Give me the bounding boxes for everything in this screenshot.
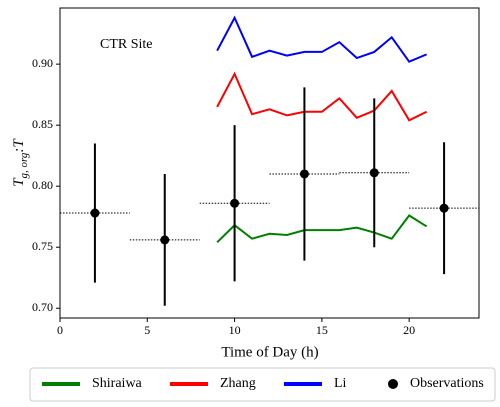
x-tick-label: 0 — [57, 323, 63, 337]
y-title-suffix: :T — [11, 138, 27, 153]
plot-frame — [59, 7, 480, 319]
series-line — [216, 214, 428, 244]
x-tick-label: 10 — [229, 323, 241, 337]
legend-label: Zhang — [220, 376, 256, 391]
observation-point — [230, 198, 240, 208]
x-axis-title: Time of Day (h) — [221, 344, 318, 360]
legend-label: Observations — [410, 376, 484, 391]
x-tick-label: 15 — [316, 323, 328, 337]
observation-point — [369, 168, 379, 178]
legend-frame — [29, 367, 496, 402]
x-tick-label: 5 — [144, 323, 150, 337]
observation-point — [90, 208, 100, 218]
y-tick-label: 0.75 — [32, 239, 53, 253]
y-tick-label: 0.70 — [32, 300, 53, 314]
y-title-main: T — [11, 177, 27, 187]
legend-swatch — [388, 379, 398, 389]
y-tick-label: 0.90 — [32, 56, 53, 70]
series-line — [216, 71, 428, 122]
observation-point — [439, 203, 449, 213]
annotation: CTR Site — [100, 37, 153, 52]
series-line — [216, 15, 428, 63]
x-tick-label: 20 — [403, 323, 415, 337]
legend-label: Li — [334, 376, 347, 391]
y-axis-title: Tg, org:T — [11, 138, 29, 187]
observation-point — [160, 235, 170, 245]
observation-point — [299, 169, 309, 179]
legend-label: Shiraiwa — [92, 376, 143, 391]
y-tick-label: 0.80 — [32, 178, 53, 192]
y-tick-label: 0.85 — [32, 117, 53, 131]
y-title-sub: g, org — [18, 152, 30, 178]
